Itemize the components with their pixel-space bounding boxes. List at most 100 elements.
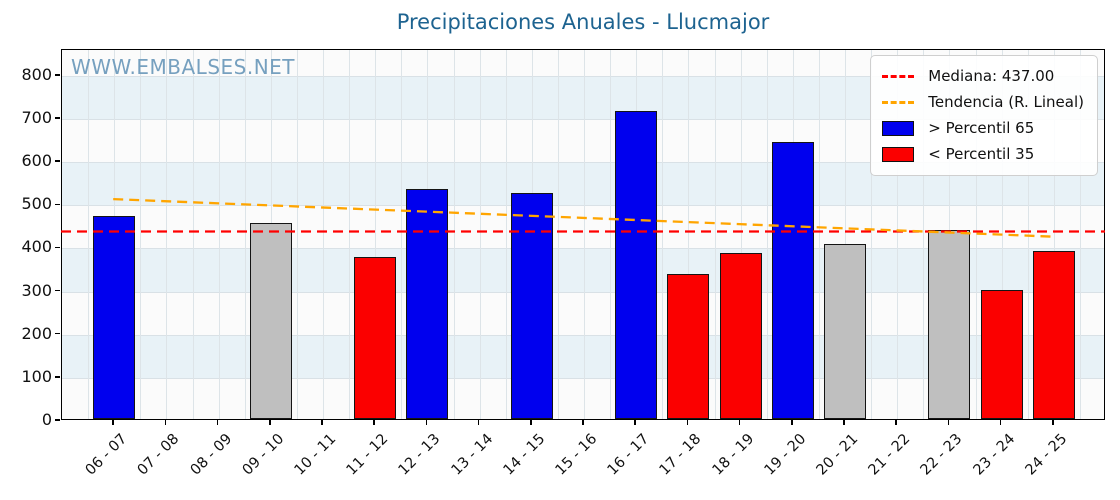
x-gridline [845,50,846,419]
x-gridline [610,50,612,419]
y-axis-label: 700 [21,108,52,128]
x-axis-tick [999,420,1002,425]
x-gridline [1027,50,1029,419]
x-axis-tick [216,420,219,425]
bar-12-13 [406,189,449,419]
watermark: WWW.EMBALSES.NET [71,55,296,79]
y-axis-label: 300 [21,280,52,300]
y-axis-label: 0 [41,410,52,429]
y-axis-tick [55,74,60,76]
legend: Mediana: 437.00 Tendencia (R. Lineal) > P… [870,55,1098,176]
x-gridline [923,50,925,419]
x-gridline [166,50,168,419]
x-axis-tick [686,420,689,425]
x-gridline [688,50,690,419]
x-axis-tick [269,420,271,425]
x-axis-tick [530,420,532,425]
x-gridline [975,50,977,419]
x-axis-tick [738,420,741,425]
bar-20-21 [824,243,866,419]
y-gridline [62,119,1104,121]
y-axis-tick [55,289,60,292]
x-axis-tick [321,420,323,425]
x-gridline [140,50,142,419]
y-gridline [62,248,1104,250]
x-gridline [766,50,768,419]
y-axis-label: 500 [21,194,52,214]
legend-item: > Percentil 65 [882,115,1084,141]
x-gridline [192,50,194,419]
y-gridline [62,291,1104,293]
trend-line [113,197,1053,238]
x-gridline [1053,50,1055,419]
y-gridline [62,334,1104,336]
x-axis-tick [582,420,584,425]
y-gridline [62,75,1104,77]
overlay-lines [61,197,1105,238]
x-gridline [871,50,873,419]
legend-label: Tendencia (R. Lineal) [928,93,1084,111]
x-gridline [505,50,507,419]
y-axis-tick [55,160,60,162]
x-gridline [557,50,559,419]
x-gridline [349,50,351,419]
bar-23-24 [980,290,1023,419]
x-gridline [296,50,298,419]
x-gridline [401,50,403,419]
x-axis-tick [425,420,428,425]
bar-06-07 [93,216,136,419]
y-gridline [62,205,1104,207]
legend-label: < Percentil 35 [928,145,1035,163]
x-gridline [1079,50,1081,419]
bar-11-12 [354,256,397,419]
x-gridline [453,50,455,419]
x-gridline [375,50,377,419]
x-gridline [662,50,664,419]
y-axis-tick [55,419,60,421]
y-axis-label: 600 [21,151,52,171]
chart-title: Precipitaciones Anuales - Llucmajor [396,10,770,34]
legend-item: < Percentil 35 [882,141,1084,167]
legend-dashed-line-swatch [882,100,915,104]
x-axis-tick [112,420,114,425]
x-axis-tick [1052,420,1054,425]
y-axis-label: 100 [21,366,52,386]
x-gridline [714,50,716,419]
x-axis-tick [373,420,375,425]
x-axis-tick [895,420,897,425]
bar-18-19 [719,253,762,419]
legend-label: Mediana: 437.00 [928,67,1055,85]
y-axis-label: 200 [21,323,52,343]
y-axis-tick [55,203,60,206]
x-gridline [218,50,220,419]
x-axis-tick [791,420,793,425]
x-axis-tick [634,420,636,425]
bar-24-25 [1032,250,1075,419]
legend-item: Mediana: 437.00 [882,63,1084,89]
x-gridline [479,50,481,419]
x-gridline [244,50,246,419]
bar-16-17 [615,110,658,419]
y-axis-label: 800 [21,64,52,84]
x-axis-tick [843,420,845,425]
x-gridline [584,50,585,419]
x-axis-tick [947,420,950,425]
y-axis-tick [55,246,60,249]
x-axis-tick [164,420,167,425]
x-gridline [897,50,899,419]
legend-label: > Percentil 65 [928,119,1035,137]
bar-22-23 [928,230,971,419]
legend-dashed-line-swatch [882,74,915,78]
bar-19-20 [771,142,814,419]
legend-color-patch [882,146,915,162]
x-gridline [740,50,742,419]
y-gridline [62,162,1104,164]
bar-17-18 [667,274,710,419]
x-gridline [323,50,324,419]
y-axis-tick [55,117,60,119]
y-axis-tick [55,332,60,335]
y-gridline [62,377,1104,379]
x-gridline [88,50,90,419]
x-gridline [818,50,820,419]
